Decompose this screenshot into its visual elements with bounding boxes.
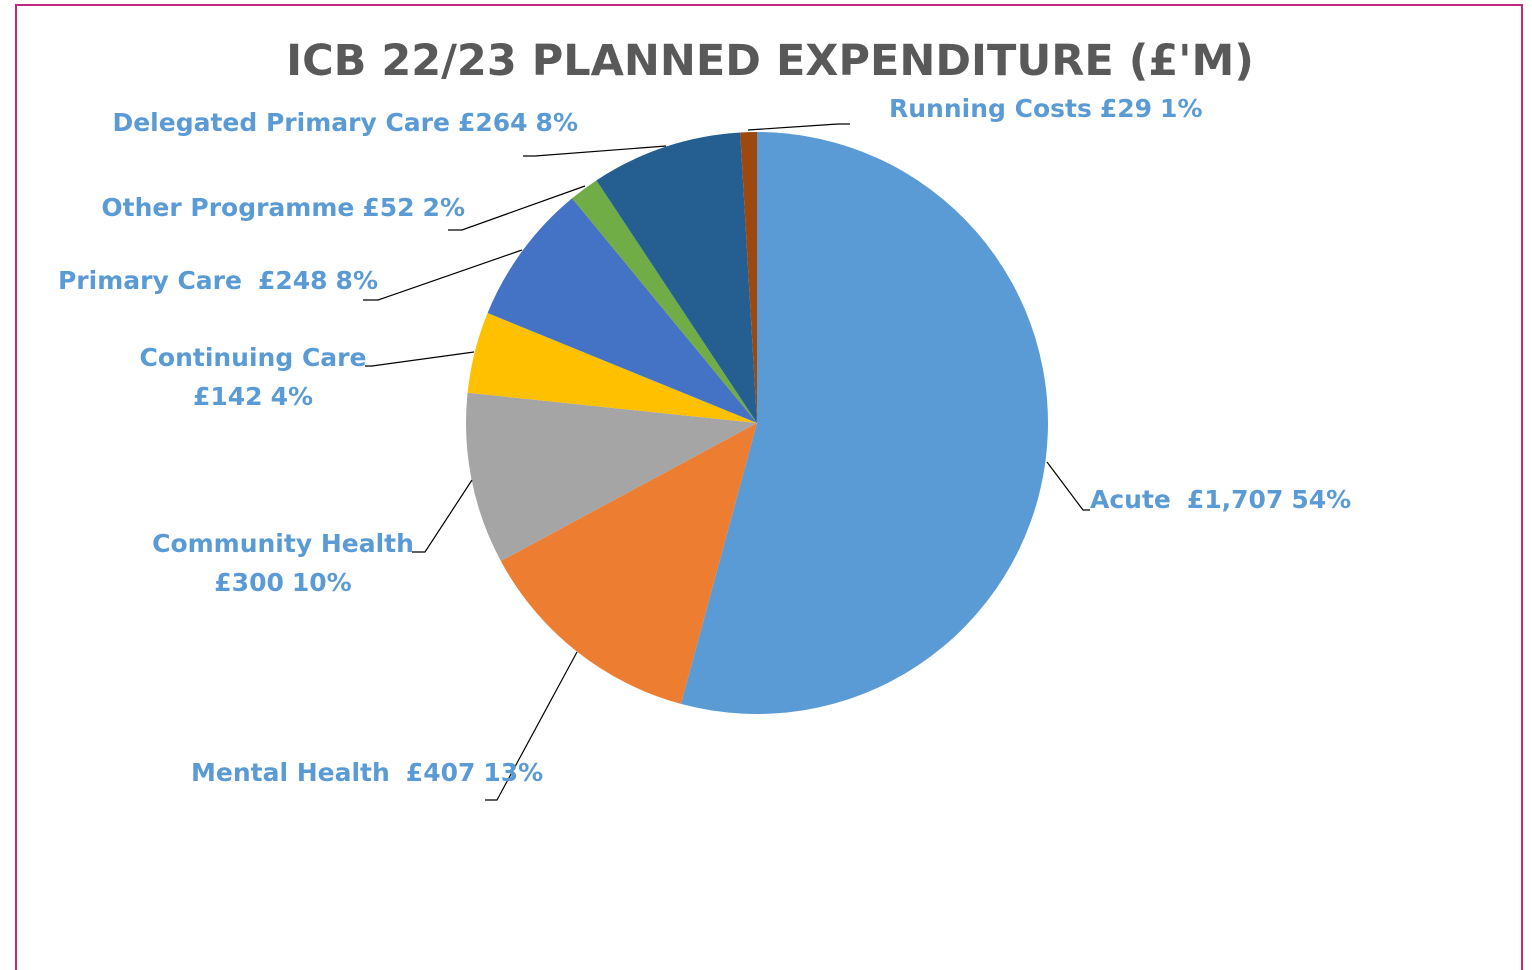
pie-slice (467, 313, 757, 423)
data-label: Community Health £300 10% (152, 529, 414, 597)
percent-label: 8% (336, 266, 378, 295)
leader-line (1046, 461, 1090, 511)
category-name: Delegated Primary Care (112, 108, 449, 137)
value-label: £1,707 (1187, 485, 1283, 514)
category-name: Mental Health (191, 758, 390, 787)
data-label: Mental Health £407 13% (191, 758, 543, 787)
pie-slice (500, 423, 757, 704)
data-label: Running Costs £29 1% (889, 94, 1203, 123)
data-label: Delegated Primary Care £264 8% (112, 108, 578, 137)
value-label: £142 (193, 382, 263, 411)
pie-slice (466, 392, 757, 562)
data-label: Primary Care £248 8% (58, 266, 378, 295)
leader-line (747, 123, 850, 131)
value-label: £264 (458, 108, 528, 137)
category-name: Acute (1090, 485, 1171, 514)
percent-label: 1% (1160, 94, 1202, 123)
category-name: Community Health (152, 529, 414, 558)
percent-label: 13% (483, 758, 543, 787)
percent-label: 54% (1291, 485, 1351, 514)
percent-label: 8% (536, 108, 578, 137)
leader-line (363, 249, 523, 301)
value-label: £300 (214, 568, 284, 597)
chart-title: ICB 22/23 PLANNED EXPENDITURE (£'M) (286, 36, 1254, 86)
value-label: £407 (406, 758, 476, 787)
pie-slice (740, 132, 757, 423)
category-name: Other Programme (101, 193, 354, 222)
leader-line (448, 185, 586, 231)
pie-slice (680, 132, 1049, 714)
data-label: Continuing Care £142 4% (140, 343, 367, 411)
data-label: Other Programme £52 2% (101, 193, 465, 222)
pie-slice (596, 132, 757, 423)
category-name: Primary Care (58, 266, 242, 295)
leader-line (365, 351, 475, 367)
leader-line (412, 479, 473, 553)
percent-label: 2% (423, 193, 465, 222)
leader-line (523, 145, 667, 157)
leader-line (485, 651, 578, 801)
value-label: £248 (258, 266, 328, 295)
category-name: Continuing Care (140, 343, 367, 372)
category-name: Running Costs (889, 94, 1092, 123)
value-label: £52 (362, 193, 414, 222)
pie-slice (487, 198, 757, 423)
percent-label: 10% (292, 568, 352, 597)
value-label: £29 (1100, 94, 1152, 123)
percent-label: 4% (271, 382, 313, 411)
data-label: Acute £1,707 54% (1090, 485, 1351, 514)
pie-slice (572, 180, 757, 423)
